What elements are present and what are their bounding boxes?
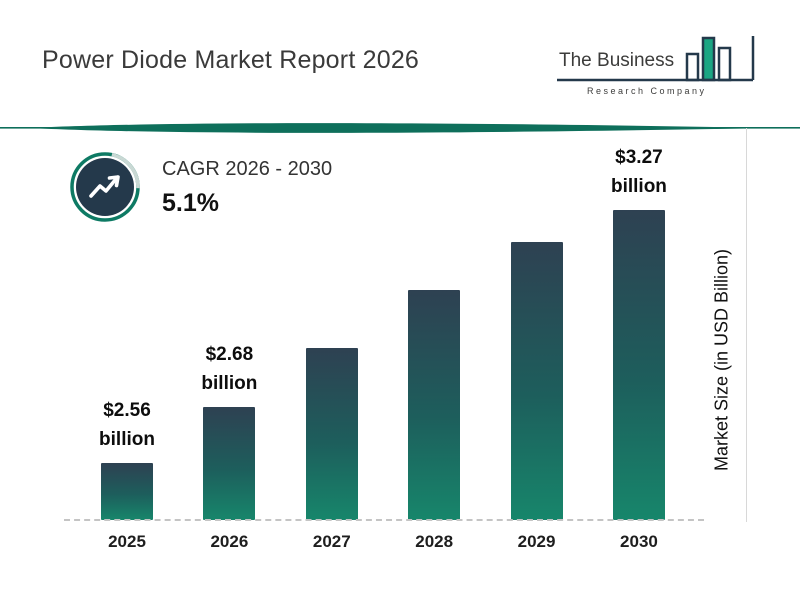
x-axis-label-2028: 2028	[415, 532, 454, 551]
x-axis-labels: 2025 2026 2027 2028 2029 2030	[97, 532, 669, 552]
x-axis-label-2027: 2027	[312, 532, 351, 551]
bar-column-2025: $2.56 billion	[97, 397, 157, 520]
right-axis-line	[746, 128, 747, 522]
page-title: Power Diode Market Report 2026	[42, 46, 420, 74]
cagr-label: CAGR 2026 - 2030	[162, 158, 333, 180]
growth-arrow-icon	[70, 152, 140, 222]
x-axis-label-2025: 2025	[108, 532, 146, 551]
bar-column-2030: $3.27 billion	[609, 144, 669, 520]
bar-column-2027	[302, 348, 362, 520]
chart-baseline	[64, 519, 704, 521]
company-logo-graphic: The Business Research Company	[557, 36, 755, 96]
bar-2027	[305, 348, 358, 520]
bar-column-2028	[404, 290, 464, 520]
cagr-text: CAGR 2026 - 2030 5.1%	[162, 152, 332, 218]
bar-columns: $2.56 billion $2.68 billion $3.27 billion	[97, 140, 669, 520]
logo-bar-icon	[701, 36, 716, 82]
bar-value-label-2025: $2.56 billion	[99, 400, 155, 450]
company-logo: The Business Research Company	[557, 28, 762, 106]
cagr-block: CAGR 2026 - 2030 5.1%	[70, 152, 332, 222]
logo-name-top: The Business	[559, 50, 674, 71]
bar-column-2029	[507, 242, 567, 520]
logo-bar-icon	[685, 52, 700, 82]
logo-bar-icon	[717, 46, 732, 82]
bar-2025	[101, 463, 153, 520]
bar-value-label-2030: $3.27 billion	[610, 147, 667, 197]
bar-2029	[510, 242, 563, 520]
bar-column-2026: $2.68 billion	[199, 341, 259, 520]
bar-2030	[612, 210, 665, 520]
x-axis-label-2030: 2030	[620, 532, 658, 551]
bar-value-label-2026: $2.68 billion	[201, 344, 258, 394]
bar-2028	[408, 290, 461, 520]
x-axis-label-2029: 2029	[517, 532, 556, 551]
y-axis-label: Market Size (in USD Billion)	[711, 248, 732, 472]
cagr-value: 5.1%	[162, 189, 219, 217]
logo-name-bottom: Research Company	[587, 86, 707, 96]
x-axis-label-2026: 2026	[210, 532, 249, 551]
divider-line	[0, 123, 800, 133]
bar-2026	[203, 407, 256, 520]
